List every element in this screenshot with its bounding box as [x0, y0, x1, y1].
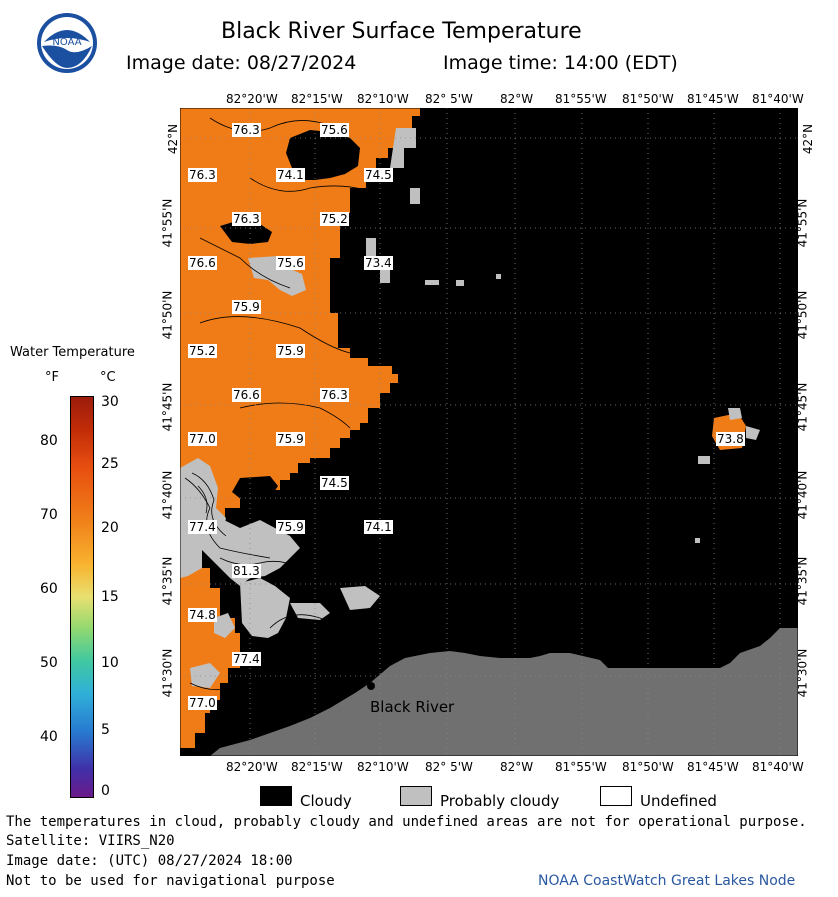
lat-label: 41°45'N [160, 383, 174, 432]
temp-label: 74.5 [320, 476, 349, 490]
lon-label: 81°40'W [752, 92, 804, 106]
lat-label: 41°30'N [795, 649, 809, 698]
legend-cloudy-swatch [260, 786, 292, 806]
lat-label: 41°45'N [795, 383, 809, 432]
footer-credit: NOAA CoastWatch Great Lakes Node [538, 873, 795, 889]
temp-label: 73.8 [716, 432, 745, 446]
lon-label: 81°40'W [752, 760, 804, 774]
colorbar-unit-f: °F [45, 370, 59, 385]
temp-label: 81.3 [232, 564, 261, 578]
f-tick: 80 [40, 433, 58, 449]
image-date: Image date: 08/27/2024 [126, 52, 356, 74]
temp-label: 76.3 [188, 168, 217, 182]
lat-label: 42°N [801, 124, 815, 154]
legend-probably-cloudy-swatch [400, 786, 432, 806]
lon-label: 82°W [500, 760, 533, 774]
temp-label: 75.9 [276, 344, 305, 358]
black-river-marker [367, 682, 375, 690]
footer-nav-warning: Not to be used for navigational purpose [6, 873, 335, 889]
c-tick: 5 [101, 722, 110, 738]
lat-label: 41°35'N [795, 557, 809, 606]
c-tick: 20 [101, 520, 119, 536]
temp-label: 75.6 [320, 123, 349, 137]
lon-label: 82° 5'W [425, 92, 473, 106]
f-tick: 40 [40, 729, 58, 745]
logo-text: NOAA [52, 37, 81, 48]
footer-satellite: Satellite: VIIRS_N20 [6, 833, 175, 849]
lon-label: 81°50'W [622, 92, 674, 106]
lon-label: 81°55'W [555, 92, 607, 106]
temp-label: 76.6 [188, 256, 217, 270]
lat-label: 41°55'N [795, 199, 809, 248]
lon-label: 82°20'W [226, 92, 278, 106]
legend-cloudy-label: Cloudy [300, 792, 352, 810]
lat-label: 41°40'N [160, 471, 174, 520]
temp-label: 74.1 [364, 520, 393, 534]
lon-label: 81°55'W [555, 760, 607, 774]
f-tick: 70 [40, 507, 58, 523]
temp-label: 77.4 [188, 520, 217, 534]
lat-label: 41°40'N [795, 471, 809, 520]
c-tick: 10 [101, 655, 119, 671]
place-label-black-river: Black River [370, 698, 454, 716]
legend-undefined-swatch [600, 786, 632, 806]
map-canvas [180, 108, 798, 756]
legend-probably-cloudy-label: Probably cloudy [440, 792, 559, 810]
temp-label: 75.9 [276, 520, 305, 534]
lat-label: 41°55'N [160, 199, 174, 248]
temp-label: 76.3 [232, 123, 261, 137]
footer-utc-date: Image date: (UTC) 08/27/2024 18:00 [6, 853, 293, 869]
lon-label: 82°15'W [291, 760, 343, 774]
temp-label: 77.0 [188, 696, 217, 710]
colorbar-title: Water Temperature [10, 345, 135, 360]
c-tick: 0 [101, 783, 110, 799]
lat-label: 41°30'N [160, 649, 174, 698]
temp-label: 74.1 [276, 168, 305, 182]
lon-label: 82°10'W [357, 760, 409, 774]
c-tick: 25 [101, 456, 119, 472]
lon-label: 82°20'W [226, 760, 278, 774]
lon-label: 82°15'W [291, 92, 343, 106]
colorbar [70, 396, 94, 798]
temp-label: 75.9 [232, 300, 261, 314]
colorbar-unit-c: °C [100, 370, 116, 385]
temp-label: 74.5 [364, 168, 393, 182]
lon-label: 82°10'W [357, 92, 409, 106]
temp-label: 77.4 [232, 652, 261, 666]
c-tick: 30 [101, 394, 119, 410]
lon-label: 82°W [500, 92, 533, 106]
temp-label: 77.0 [188, 432, 217, 446]
lon-label: 81°45'W [687, 760, 739, 774]
f-tick: 50 [40, 655, 58, 671]
temp-label: 74.8 [188, 608, 217, 622]
temp-label: 75.6 [276, 256, 305, 270]
f-tick: 60 [40, 581, 58, 597]
footer-note: The temperatures in cloud, probably clou… [6, 814, 807, 830]
temp-label: 73.4 [364, 256, 393, 270]
page-title: Black River Surface Temperature [221, 19, 582, 44]
lon-label: 81°50'W [622, 760, 674, 774]
c-tick: 15 [101, 589, 119, 605]
lat-label: 41°35'N [160, 557, 174, 606]
temp-label: 75.2 [320, 212, 349, 226]
temp-label: 75.9 [276, 432, 305, 446]
temperature-map: 76.3 75.6 76.3 74.1 74.5 76.3 75.2 76.6 … [180, 108, 798, 756]
temp-label: 76.3 [320, 388, 349, 402]
noaa-logo: NOAA [36, 12, 98, 74]
lat-label: 41°50'N [160, 291, 174, 340]
temp-label: 76.6 [232, 388, 261, 402]
temp-label: 75.2 [188, 344, 217, 358]
legend-undefined-label: Undefined [640, 792, 717, 810]
lat-label: 41°50'N [795, 291, 809, 340]
image-time: Image time: 14:00 (EDT) [443, 52, 678, 74]
lat-label: 42°N [166, 124, 180, 154]
lon-label: 82° 5'W [425, 760, 473, 774]
lon-label: 81°45'W [687, 92, 739, 106]
temp-label: 76.3 [232, 212, 261, 226]
